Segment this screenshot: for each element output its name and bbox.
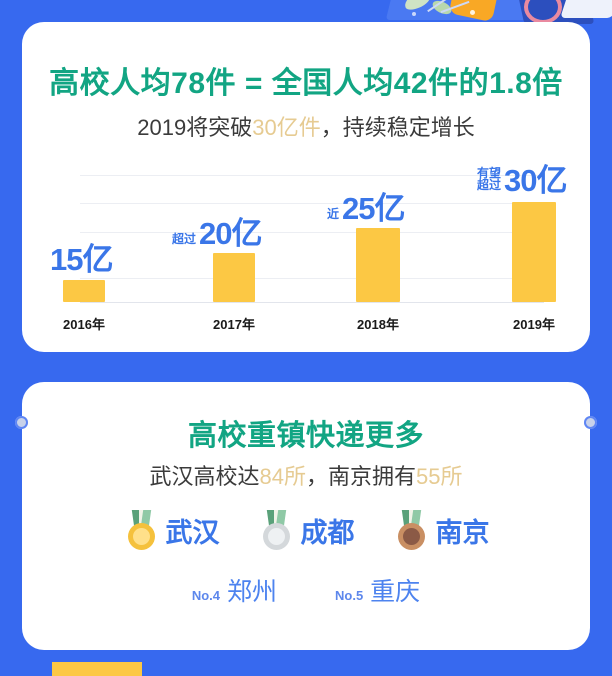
subline-suffix: ，持续稳定增长 <box>320 115 475 140</box>
subline-highlight: 30亿件 <box>252 115 321 140</box>
runner-up-item-5: No.5 重庆 <box>335 572 420 608</box>
runner-up-city-4: 郑州 <box>226 578 277 606</box>
bar-value-2018: 25亿 <box>342 191 405 226</box>
subline-prefix: 2019将突破 <box>137 115 253 140</box>
bar-2019 <box>512 202 556 302</box>
deco-white-panel <box>560 0 612 18</box>
podium-item-2: 成都 <box>258 510 355 550</box>
bottom-yellow-tab <box>52 662 142 676</box>
x-axis-label-2017: 2017年 <box>213 317 255 332</box>
top-card-headline: 高校人均78件 = 全国人均42件的1.8倍 <box>49 67 563 100</box>
bar-value-2017: 20亿 <box>199 216 262 251</box>
x-axis-label-2018: 2018年 <box>357 317 399 332</box>
stats-card-top: 高校人均78件 = 全国人均42件的1.8倍 2019将突破30亿件，持续稳定增… <box>22 22 590 352</box>
bar-2017 <box>213 253 255 302</box>
deco-dot <box>412 12 416 16</box>
bronze-medal-icon <box>393 510 431 550</box>
silver-medal-icon <box>258 510 296 550</box>
gold-medal-icon <box>123 510 161 550</box>
bottom-card-headline: 高校重镇快递更多 <box>187 420 424 452</box>
deco-line <box>440 0 470 14</box>
subline-part-2: 84所 <box>259 464 306 489</box>
runner-up-city-5: 重庆 <box>370 578 421 606</box>
delivery-volume-bar-chart: 15亿 超过 20亿 近 25亿 有望 超过 30亿 2016年 2017年 20… <box>22 22 590 352</box>
bar-prefix-2019: 有望 超过 <box>477 165 502 193</box>
city-podium-list: 武汉 成都 南京 <box>22 510 590 550</box>
x-axis-label-2019: 2019年 <box>513 317 555 332</box>
podium-item-1: 武汉 <box>123 510 220 550</box>
deco-orange-shape <box>448 0 500 23</box>
chart-baseline <box>80 302 544 303</box>
deco-dark-panel <box>515 0 595 24</box>
bar-value-label-2019: 有望 超过 30亿 <box>477 163 568 198</box>
deco-dot <box>470 10 475 15</box>
bar-2016 <box>63 280 105 302</box>
chart-gridline <box>80 232 544 233</box>
runner-up-rank-5: No.5 <box>335 588 364 603</box>
deco-line <box>427 0 465 13</box>
runner-up-item-4: No.4 郑州 <box>192 572 277 608</box>
bar-2018 <box>356 228 400 302</box>
runners-up-list: No.4 郑州 No.5 重庆 <box>22 572 590 608</box>
stats-card-bottom: 高校重镇快递更多 武汉高校达84所，南京拥有55所 武汉 成都 <box>15 382 597 650</box>
chart-gridline <box>80 203 544 204</box>
card-notch-right <box>584 416 597 429</box>
runner-up-rank-4: No.4 <box>191 588 220 603</box>
deco-leaf-icon <box>402 0 432 13</box>
bar-value-label-2018: 近 25亿 <box>327 191 406 226</box>
bar-value-label-2017: 超过 20亿 <box>172 216 263 251</box>
podium-city-3: 南京 <box>435 517 490 548</box>
podium-city-2: 成都 <box>300 517 355 548</box>
bar-prefix-2017: 超过 <box>172 232 197 247</box>
deco-blue-panel <box>385 0 555 20</box>
podium-item-3: 南京 <box>393 510 490 550</box>
bar-value-2016: 15亿 <box>50 242 113 277</box>
bar-prefix-2018: 近 <box>327 207 340 222</box>
bottom-card-subline: 武汉高校达84所，南京拥有55所 <box>22 459 590 491</box>
podium-city-1: 武汉 <box>165 517 220 548</box>
top-card-subline: 2019将突破30亿件，持续稳定增长 <box>22 110 590 142</box>
chart-gridline <box>80 278 544 279</box>
subline-part-4: 55所 <box>416 464 463 489</box>
card-notch-left <box>15 416 28 429</box>
subline-part-3: ，南京拥有 <box>306 464 417 489</box>
x-axis-label-2016: 2016年 <box>63 317 105 332</box>
bar-value-2019: 30亿 <box>504 163 567 198</box>
deco-pink-ring <box>524 0 562 24</box>
deco-leaf-icon <box>430 0 454 17</box>
chart-gridline <box>80 175 544 176</box>
bar-value-label-2016: 15亿 <box>50 242 113 277</box>
subline-part-1: 武汉高校达 <box>149 464 260 489</box>
